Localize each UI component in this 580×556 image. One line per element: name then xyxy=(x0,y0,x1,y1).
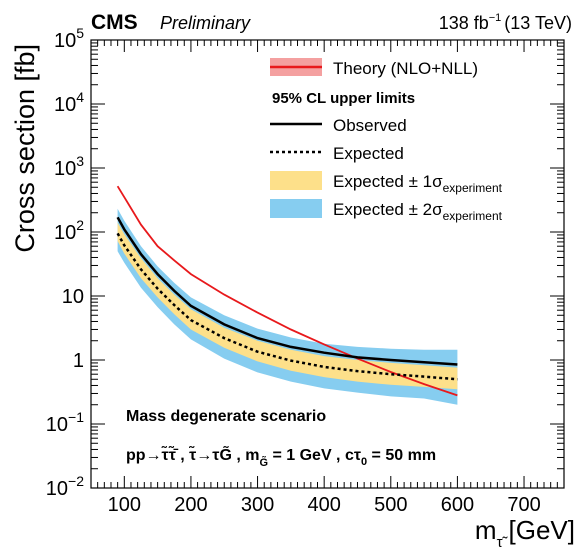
legend-band2-prefix: Expected ± 2σ xyxy=(333,200,443,219)
x-tick-label: 100 xyxy=(108,494,141,516)
legend-expected-label: Expected xyxy=(333,144,404,163)
limit-curves xyxy=(116,185,458,397)
y-tick-label: 1 xyxy=(73,350,84,372)
y-tick-base: 10 xyxy=(46,414,68,436)
process-annotation: pp→τ̃τ̃̄ , τ̃→τG̃ , mG̃ = 1 GeV , cτ0 = … xyxy=(126,444,436,469)
lumi-value: 138 fb xyxy=(439,13,489,33)
y-tick-exponent: 5 xyxy=(76,25,84,41)
y-tick-exponent: 4 xyxy=(76,89,84,105)
x-axis-ticks: 100 200 300 400 500 600 700 xyxy=(90,40,558,516)
y-tick-label: 103 xyxy=(54,153,84,180)
x-axis-title-main: m xyxy=(475,515,497,545)
y-tick-label: 105 xyxy=(54,25,84,52)
process-text: pp→τ̃τ̃̄ , τ̃→τG̃ , m xyxy=(126,444,259,464)
legend-heading: 95% CL upper limits xyxy=(272,90,415,107)
scenario-annotation: Mass degenerate scenario xyxy=(126,408,326,425)
y-tick-label: 10−2 xyxy=(46,473,84,500)
expected-2sigma-band xyxy=(117,208,458,405)
legend-observed-label: Observed xyxy=(333,116,407,135)
experiment-label: CMS xyxy=(91,11,138,34)
x-axis-title-sub: τ̃ xyxy=(497,534,509,551)
energy-value: (13 TeV) xyxy=(504,13,572,33)
plot-frame xyxy=(90,39,565,489)
x-tick-label: 600 xyxy=(441,494,474,516)
y-tick-base: 10 xyxy=(46,478,68,500)
x-tick-label: 700 xyxy=(507,494,540,516)
legend-band1-prefix: Expected ± 1σ xyxy=(333,172,443,191)
x-tick-label: 300 xyxy=(241,494,274,516)
x-tick-label: 500 xyxy=(374,494,407,516)
band-2sigma-area xyxy=(117,208,458,405)
y-tick-base: 10 xyxy=(54,158,76,180)
y-tick-exponent: 2 xyxy=(76,217,84,233)
y-tick-label: 104 xyxy=(54,89,84,116)
y-tick-base: 10 xyxy=(54,94,76,116)
y-tick-label: 102 xyxy=(54,217,84,244)
plot-area xyxy=(116,185,458,405)
process-gravitino-sub: G̃ xyxy=(259,456,268,469)
legend-theory-label: Theory (NLO+NLL) xyxy=(333,59,478,78)
x-tick-label: 400 xyxy=(307,494,340,516)
observed-line xyxy=(116,216,458,366)
ctau-sub: 0 xyxy=(361,456,367,468)
x-tick-label: 200 xyxy=(174,494,207,516)
y-tick-base: 10 xyxy=(54,30,76,52)
expected-1sigma-band xyxy=(117,222,458,390)
x-axis-title-unit: [GeV] xyxy=(509,515,575,545)
y-tick-exponent: 3 xyxy=(76,153,84,169)
expected-line xyxy=(116,232,458,381)
y-tick-base: 10 xyxy=(62,286,84,308)
legend-band2-sub: experiment xyxy=(443,209,503,223)
status-label: Preliminary xyxy=(160,13,251,33)
lumi-exponent: −1 xyxy=(489,12,502,24)
y-tick-base: 1 xyxy=(73,350,84,372)
legend-band1-swatch xyxy=(270,171,322,190)
y-axis-title: Cross section [fb] xyxy=(10,44,40,253)
lumi-label: 138 fb−1 (13 TeV) xyxy=(439,12,572,33)
y-tick-exponent: −1 xyxy=(68,409,84,425)
legend-band2-swatch xyxy=(270,199,322,218)
band-1sigma-area xyxy=(117,222,458,390)
legend-band2-label: Expected ± 2σexperiment xyxy=(333,200,503,223)
x-axis-title: mτ̃ [GeV] xyxy=(475,515,575,551)
y-tick-base: 10 xyxy=(54,222,76,244)
ctau-tail: = 50 mm xyxy=(367,447,436,464)
y-tick-exponent: −2 xyxy=(68,473,84,489)
y-tick-label: 10−1 xyxy=(46,409,84,436)
legend-band1-sub: experiment xyxy=(443,181,503,195)
y-tick-label: 10 xyxy=(62,286,84,308)
legend-band1-label: Expected ± 1σexperiment xyxy=(333,172,503,195)
theory-line xyxy=(116,185,458,397)
process-tail: = 1 GeV , cτ xyxy=(268,447,361,464)
legend: Theory (NLO+NLL) 95% CL upper limits Obs… xyxy=(270,58,503,223)
